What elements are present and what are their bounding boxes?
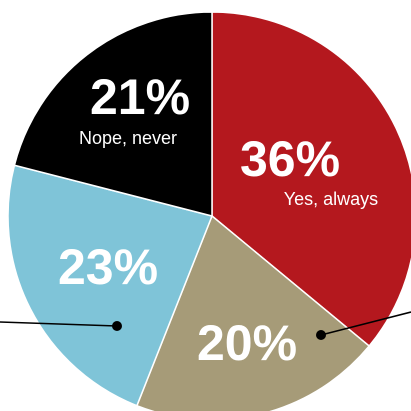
slice-category-label: Yes, always [284,189,378,209]
leader-dot-20 [316,330,326,340]
slice-value-label: 23% [58,239,158,295]
slice-value-label: 20% [197,315,297,371]
pie-slice-2 [7,164,214,407]
slice-value-label: 21% [90,69,190,125]
pie-slice-0 [211,11,411,348]
pie-slice-1 [135,214,371,411]
slices-layer [7,11,411,411]
leader-line-23 [0,321,118,327]
pie-slice-3 [13,11,213,217]
leader-lines [0,311,411,340]
slice-value-label: 36% [240,131,340,187]
labels-layer: 36% Yes, always 20% 23% 21% Nope, never [58,69,378,371]
leader-line-20 [320,311,411,336]
slice-category-label: Nope, never [79,128,177,148]
leader-dot-23 [112,321,122,331]
